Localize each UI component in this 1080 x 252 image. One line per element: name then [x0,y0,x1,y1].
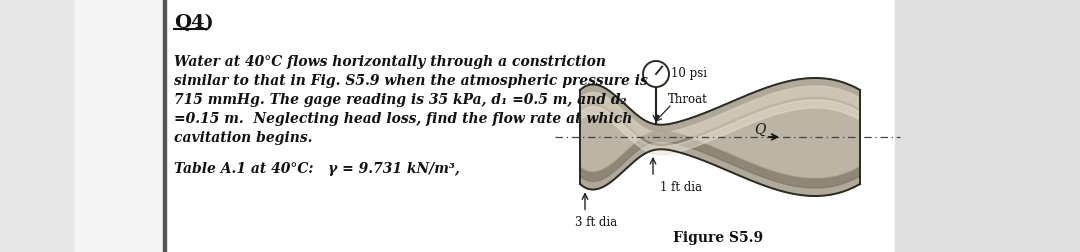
Circle shape [643,62,669,88]
Text: similar to that in Fig. S5.9 when the atmospheric pressure is: similar to that in Fig. S5.9 when the at… [174,74,648,88]
Text: 10 psi: 10 psi [671,66,707,79]
Text: Water at 40°C flows horizontally through a constriction: Water at 40°C flows horizontally through… [174,55,606,69]
Text: =0.15 m.  Neglecting head loss, find the flow rate at which: =0.15 m. Neglecting head loss, find the … [174,112,633,125]
Bar [895,0,1080,252]
Text: Q: Q [754,122,766,137]
Polygon shape [580,132,860,188]
Text: Figure S5.9: Figure S5.9 [673,230,764,244]
Bar [163,0,166,252]
Polygon shape [580,101,860,155]
Bar [75,0,165,252]
Text: 3 ft dia: 3 ft dia [575,215,617,229]
Polygon shape [580,79,860,196]
Text: Q4): Q4) [174,14,214,32]
Text: 715 mmHg. The gage reading is 35 kPa, d₁ =0.5 m, and d₂: 715 mmHg. The gage reading is 35 kPa, d₁… [174,93,626,107]
Polygon shape [580,87,860,143]
Polygon shape [580,97,860,178]
Text: Table A.1 at 40°C:   γ = 9.731 kN/m³,: Table A.1 at 40°C: γ = 9.731 kN/m³, [174,161,460,175]
Text: 1 ft dia: 1 ft dia [660,180,702,193]
Bar [165,0,895,252]
Text: cavitation begins.: cavitation begins. [174,131,312,144]
Text: Throat: Throat [669,93,707,106]
Bar [0,0,75,252]
